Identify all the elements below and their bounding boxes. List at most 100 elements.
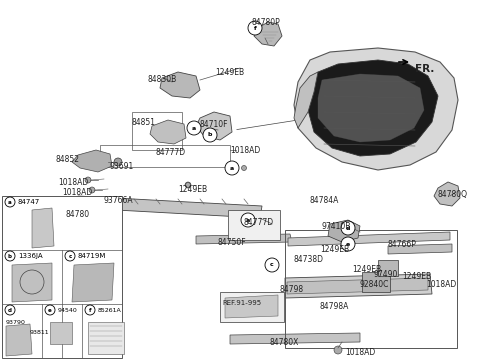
Text: f: f <box>89 307 91 312</box>
Text: 1018AD: 1018AD <box>345 348 375 357</box>
Bar <box>50 322 72 344</box>
Text: 97490: 97490 <box>374 270 398 279</box>
Polygon shape <box>388 244 452 254</box>
Bar <box>378 260 398 276</box>
Text: b: b <box>208 132 212 138</box>
Text: 84798: 84798 <box>280 285 304 294</box>
Text: a: a <box>230 165 234 171</box>
Circle shape <box>45 305 55 315</box>
Polygon shape <box>434 182 460 206</box>
Text: 84784A: 84784A <box>310 196 339 205</box>
Bar <box>220 292 284 322</box>
Text: c: c <box>270 262 274 268</box>
Circle shape <box>225 161 239 175</box>
Text: a: a <box>192 126 196 130</box>
Polygon shape <box>294 48 458 170</box>
Text: 1249EB: 1249EB <box>352 265 381 274</box>
Text: 84798A: 84798A <box>320 302 349 311</box>
Bar <box>88 322 124 354</box>
Text: 84830B: 84830B <box>148 75 177 84</box>
Text: b: b <box>8 253 12 258</box>
Text: 93766A: 93766A <box>104 196 133 205</box>
Circle shape <box>265 258 279 272</box>
Text: 84719M: 84719M <box>78 253 107 259</box>
Text: 84780Q: 84780Q <box>438 190 468 199</box>
Polygon shape <box>225 295 278 318</box>
Circle shape <box>5 197 15 207</box>
Circle shape <box>341 221 355 235</box>
Text: c: c <box>68 253 72 258</box>
Bar <box>132 112 182 150</box>
Polygon shape <box>230 333 360 344</box>
Text: e: e <box>48 307 52 312</box>
Circle shape <box>65 251 75 261</box>
Circle shape <box>5 251 15 261</box>
Circle shape <box>341 237 355 251</box>
Bar <box>228 210 280 240</box>
Bar <box>100 145 230 167</box>
Bar <box>362 272 390 292</box>
Text: 84710F: 84710F <box>200 120 228 129</box>
Circle shape <box>248 21 262 35</box>
Text: 1018AD: 1018AD <box>58 178 88 187</box>
Text: 93691: 93691 <box>110 162 134 171</box>
Text: 84750F: 84750F <box>218 238 247 247</box>
Text: 84851: 84851 <box>132 118 156 127</box>
Text: 93790: 93790 <box>6 320 26 324</box>
Circle shape <box>203 128 217 142</box>
Polygon shape <box>12 263 52 302</box>
Polygon shape <box>78 196 262 218</box>
Text: a: a <box>246 218 250 223</box>
Polygon shape <box>72 150 112 172</box>
Circle shape <box>85 177 91 183</box>
Polygon shape <box>285 274 432 298</box>
Circle shape <box>85 305 95 315</box>
Polygon shape <box>196 234 292 244</box>
Polygon shape <box>318 74 424 142</box>
Text: 1018AD: 1018AD <box>62 188 92 197</box>
Circle shape <box>187 121 201 135</box>
Text: REF.91-995: REF.91-995 <box>222 300 261 306</box>
Text: 84777D: 84777D <box>155 148 185 157</box>
Polygon shape <box>6 324 32 356</box>
Text: 84852: 84852 <box>56 155 80 164</box>
Circle shape <box>89 187 95 193</box>
Circle shape <box>229 165 235 171</box>
Polygon shape <box>288 232 450 246</box>
Polygon shape <box>294 72 318 128</box>
Text: 84738D: 84738D <box>294 255 324 264</box>
Text: 84777D: 84777D <box>243 218 273 227</box>
Text: 84780P: 84780P <box>252 18 281 27</box>
Bar <box>285 230 457 348</box>
Text: 85261A: 85261A <box>98 307 122 312</box>
Polygon shape <box>32 208 54 248</box>
Polygon shape <box>150 120 186 144</box>
Polygon shape <box>196 112 232 140</box>
Text: d: d <box>346 226 350 231</box>
Polygon shape <box>287 278 428 294</box>
Text: FR.: FR. <box>415 64 434 74</box>
Text: 93811: 93811 <box>30 329 49 334</box>
Text: e: e <box>346 241 350 247</box>
Text: a: a <box>8 199 12 205</box>
Text: 1249EB: 1249EB <box>320 245 349 254</box>
Text: 1249EB: 1249EB <box>178 185 207 194</box>
Text: 1018AD: 1018AD <box>230 146 260 155</box>
Text: 84780X: 84780X <box>270 338 300 347</box>
Polygon shape <box>254 22 282 46</box>
Circle shape <box>241 213 255 227</box>
Bar <box>2 196 122 358</box>
Text: 97410B: 97410B <box>322 222 351 231</box>
Text: 1336JA: 1336JA <box>18 253 43 259</box>
Text: 1249EB: 1249EB <box>215 68 244 77</box>
Text: 84747: 84747 <box>18 199 40 205</box>
Text: 92840C: 92840C <box>360 280 389 289</box>
Polygon shape <box>160 72 200 98</box>
Text: 1249EB: 1249EB <box>402 272 431 281</box>
Text: 94540: 94540 <box>58 307 78 312</box>
Circle shape <box>241 165 247 171</box>
Text: d: d <box>8 307 12 312</box>
Circle shape <box>185 182 191 188</box>
Text: 1018AD: 1018AD <box>426 280 456 289</box>
Text: 84766P: 84766P <box>388 240 417 249</box>
